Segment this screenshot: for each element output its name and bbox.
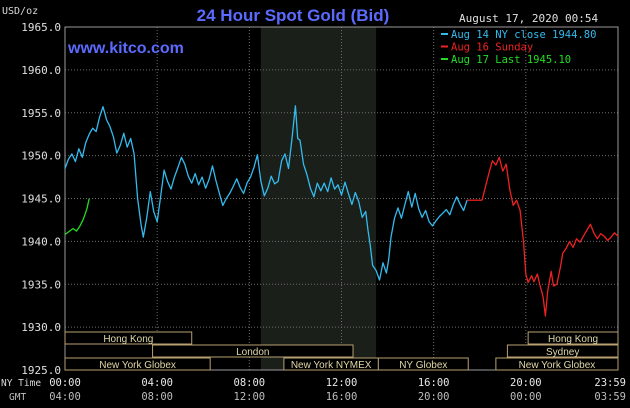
datetime-label: August 17, 2020 00:54 (459, 12, 598, 25)
series-line-red (481, 156, 619, 317)
session-label: Hong Kong (548, 334, 598, 345)
session-bar (64, 357, 211, 371)
y-tick-label: 1935.0 (21, 278, 61, 291)
x-tick-label-ny: 08:00 (234, 377, 266, 389)
y-axis: 1965.0 1960.0 1955.0 1950.0 1945.0 1940.0 1935… (21, 21, 61, 377)
x-tick-label-ny: 23:59 (594, 377, 626, 389)
price-series (64, 105, 619, 317)
session-label: New York Globex (519, 360, 596, 371)
x-tick-label-ny: 12:00 (326, 377, 358, 389)
x-tick-label-gmt: 00:00 (510, 391, 542, 403)
y-tick-label: 1945.0 (21, 193, 61, 206)
x-row1-label: NY Time (1, 378, 41, 389)
legend-entry: Aug 16 Sunday (451, 42, 533, 54)
x-tick-label-ny: 20:00 (510, 377, 542, 389)
y-tick-label: 1925.0 (21, 364, 61, 377)
x-tick-label-gmt: 12:00 (234, 391, 266, 403)
watermark: www.kitco.com (67, 40, 184, 57)
session-label: London (236, 347, 269, 358)
x-axis: 00:00 04:00 04:00 08:00 08:00 12:00 12:00 16:00… (49, 377, 626, 403)
session-bar (377, 357, 469, 371)
y-tick-label: 1930.0 (21, 321, 61, 334)
x-row2-label: GMT (9, 392, 26, 403)
y-tick-label: 1950.0 (21, 150, 61, 163)
x-tick-label-gmt: 08:00 (141, 391, 173, 403)
session-bar (527, 331, 619, 345)
session-bar (64, 331, 193, 345)
unit-label: USD/oz (2, 6, 38, 17)
series-line-green (64, 198, 90, 236)
session-label: NY Globex (399, 360, 447, 371)
legend-entry: Aug 14 NY close 1944.80 (451, 29, 596, 41)
x-tick-label-gmt: 03:59 (594, 391, 626, 403)
x-tick-label-gmt: 04:00 (49, 391, 81, 403)
y-tick-label: 1960.0 (21, 64, 61, 77)
legend-entry: Aug 17 Last 1945.10 (451, 54, 571, 66)
x-tick-label-gmt: 20:00 (418, 391, 450, 403)
y-tick-label: 1955.0 (21, 107, 61, 120)
y-tick-label: 1940.0 (21, 235, 61, 248)
x-tick-label-gmt: 16:00 (326, 391, 358, 403)
session-label: Hong Kong (103, 334, 153, 345)
session-label: New York NYMEX (291, 360, 372, 371)
session-bar (495, 357, 619, 371)
x-tick-label-ny: 04:00 (141, 377, 173, 389)
chart-title: 24 Hour Spot Gold (Bid) (197, 6, 390, 25)
y-tick-label: 1965.0 (21, 21, 61, 34)
session-bars: Hong Kong Hong Kong London Sydney New York G… (64, 331, 619, 371)
session-bar (506, 344, 619, 358)
x-tick-label-ny: 16:00 (418, 377, 450, 389)
session-label: New York Globex (99, 360, 176, 371)
session-bar (152, 344, 354, 358)
x-tick-label-ny: 00:00 (49, 377, 81, 389)
session-label: Sydney (546, 347, 579, 358)
series-line-blue (64, 105, 468, 281)
